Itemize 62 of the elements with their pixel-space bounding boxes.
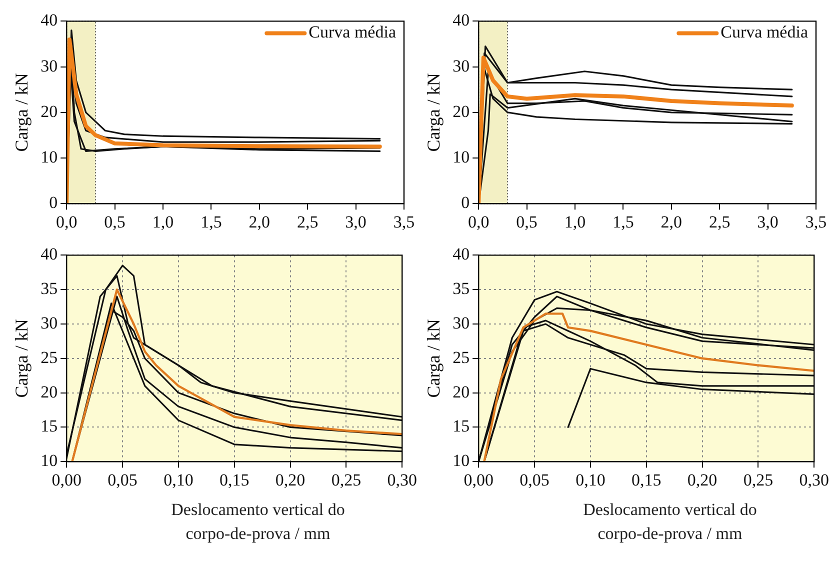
x-axis-title: Deslocamento vertical do corpo-de-prova / mm: [170, 499, 346, 545]
legend-label: Curva média: [308, 22, 396, 42]
x-tick-label: 1,0: [564, 212, 586, 232]
x-tick-label: 2,5: [708, 212, 730, 232]
x-tick-label: 0,25: [743, 470, 774, 490]
x-tick-label: 3,5: [393, 212, 415, 232]
y-tick-label: 30: [40, 56, 58, 76]
y-tick-label: 25: [452, 348, 470, 367]
y-tick-label: 40: [40, 10, 58, 30]
x-tick-label: 3,0: [345, 212, 366, 232]
x-tick-label: 0,0: [468, 212, 490, 232]
y-axis-title: Carga / kN: [12, 73, 32, 152]
x-tick-label: 0,5: [104, 212, 126, 232]
x-tick-label: 0,5: [516, 212, 538, 232]
y-tick-label: 15: [40, 416, 58, 436]
y-tick-label: 40: [452, 244, 470, 264]
legend-label: Curva média: [720, 22, 808, 42]
y-tick-label: 30: [40, 313, 58, 332]
y-tick-label: 20: [40, 382, 58, 402]
x-tick-label: 0,00: [52, 470, 82, 490]
y-tick-label: 30: [452, 56, 470, 76]
x-tick-label: 0,25: [331, 470, 362, 490]
y-tick-label: 15: [452, 416, 470, 436]
x-tick-label: 0,30: [799, 470, 829, 490]
y-tick-label: 25: [40, 348, 58, 367]
x-tick-label: 0,0: [56, 212, 78, 232]
y-tick-label: 0: [461, 193, 470, 212]
x-tick-label: 0,10: [164, 470, 194, 490]
y-tick-label: 30: [452, 313, 470, 332]
y-tick-label: 35: [452, 279, 470, 298]
x-tick-label: 3,5: [805, 212, 827, 232]
y-tick-label: 20: [452, 102, 470, 121]
x-tick-label: 0,15: [219, 470, 250, 490]
y-tick-label: 10: [40, 147, 58, 166]
x-tick-label: 3,0: [757, 212, 778, 232]
x-axis-title: Deslocamento vertical do corpo-de-prova / mm: [582, 499, 758, 545]
x-tick-label: 0,20: [275, 470, 306, 490]
x-tick-label: 2,0: [248, 212, 270, 232]
y-tick-label: 10: [40, 451, 58, 470]
y-tick-label: 10: [452, 147, 470, 166]
y-axis-title: Carga / kN: [424, 319, 444, 398]
x-tick-label: 2,0: [660, 212, 682, 232]
x-tick-label: 1,5: [200, 212, 222, 232]
y-tick-label: 40: [40, 244, 58, 264]
y-tick-label: 35: [40, 279, 58, 298]
y-tick-label: 20: [40, 102, 58, 121]
x-tick-label: 0,10: [576, 470, 606, 490]
x-tick-label: 1,0: [152, 212, 174, 232]
y-axis-title: Carga / kN: [424, 73, 444, 152]
y-tick-label: 10: [452, 451, 470, 470]
x-tick-label: 1,5: [612, 212, 634, 232]
x-tick-label: 0,30: [387, 470, 417, 490]
x-tick-label: 0,15: [631, 470, 662, 490]
y-tick-label: 40: [452, 10, 470, 30]
y-tick-label: 0: [49, 193, 58, 212]
x-tick-label: 0,05: [108, 470, 138, 490]
y-tick-label: 20: [452, 382, 470, 402]
x-tick-label: 0,05: [520, 470, 550, 490]
x-tick-label: 0,00: [464, 470, 494, 490]
x-tick-label: 0,20: [687, 470, 718, 490]
x-tick-label: 2,5: [296, 212, 318, 232]
y-axis-title: Carga / kN: [12, 319, 32, 398]
